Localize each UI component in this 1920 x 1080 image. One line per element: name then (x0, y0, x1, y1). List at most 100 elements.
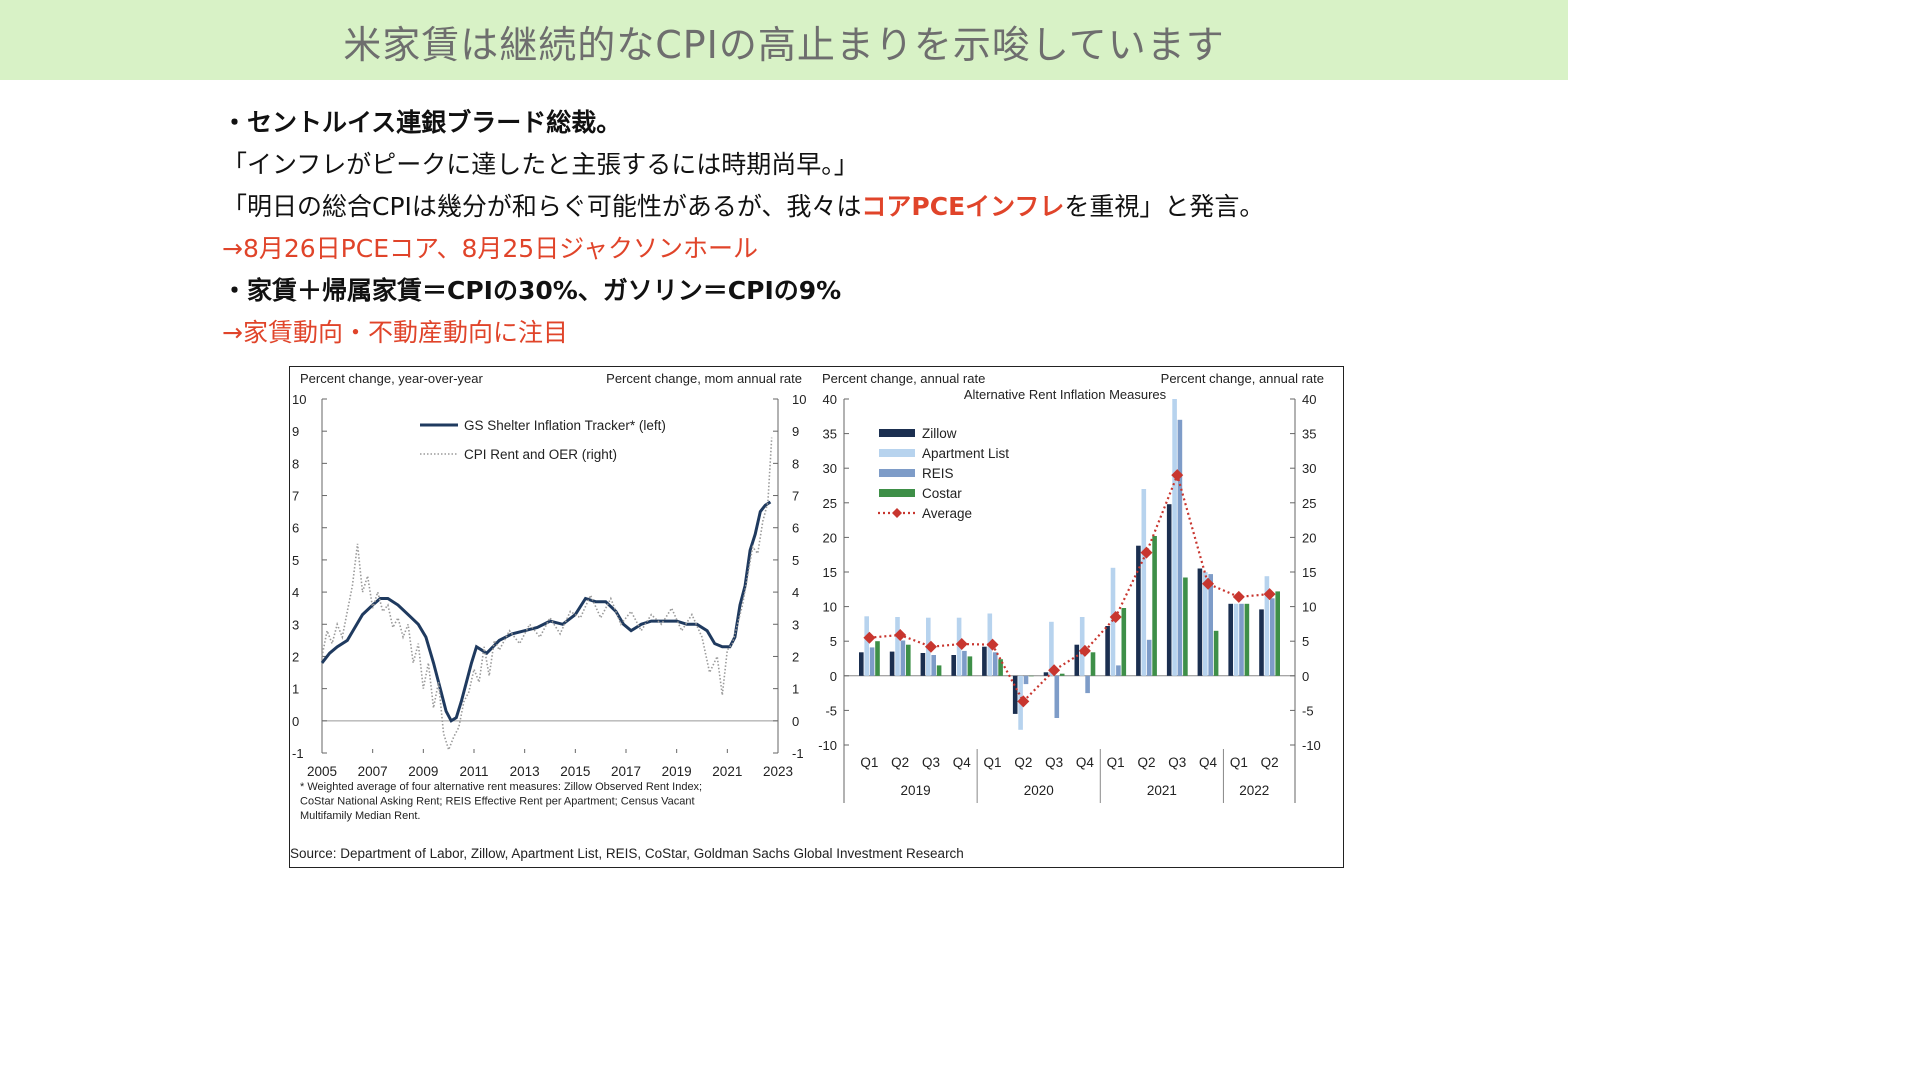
bar-zillow (1012, 675, 1018, 714)
quarter-label: Q1 (860, 755, 878, 770)
bar-costar (998, 659, 1003, 676)
year-label: 2021 (1147, 783, 1177, 798)
quote-core-pce: 「明日の総合CPIは幾分が和らぐ可能性があるが、我々はコアPCEインフレを重視」… (222, 186, 1264, 228)
schedule-note: →8月26日PCEコア、8月25日ジャクソンホール (222, 234, 758, 263)
x-tick-label: 2015 (560, 764, 590, 779)
bar-costar (1183, 577, 1188, 676)
legend-swatch (879, 469, 915, 477)
bar-zillow (1105, 626, 1110, 676)
legend-label: CPI Rent and OER (right) (464, 447, 617, 462)
x-tick-label: 2013 (510, 764, 540, 779)
legend-label: Average (922, 506, 972, 521)
chart-svg: Percent change, year-over-year Percent ch… (290, 371, 1324, 861)
right-y-tick-label: 40 (1302, 392, 1316, 407)
bar-reis (1023, 675, 1029, 685)
left-y-tick-label: 5 (830, 634, 837, 649)
bar-reis (1054, 675, 1060, 718)
average-marker (1140, 546, 1153, 559)
bar-apartment-list (1233, 603, 1239, 676)
bar-zillow (920, 653, 926, 676)
bar-costar (1059, 673, 1065, 676)
bar-reis (931, 655, 936, 676)
right-y-tick-label: 2 (792, 649, 799, 664)
quote-core-pce-pre: 「明日の総合CPIは幾分が和らぐ可能性があるが、我々は (222, 192, 862, 221)
footnote-line: * Weighted average of four alternative r… (300, 781, 702, 793)
quarter-label: Q2 (1137, 755, 1155, 770)
right-y-tick-label: 15 (1302, 565, 1316, 580)
quarter-label: Q3 (1045, 755, 1063, 770)
page-title: 米家賃は継続的なCPIの高止まりを示唆しています (343, 23, 1225, 67)
core-pce-highlight: コアPCEインフレ (861, 192, 1065, 221)
quarter-label: Q4 (953, 755, 972, 770)
legend-label: REIS (922, 466, 954, 481)
bullet-cpi-weights: ・家賃＋帰属家賃＝CPIの30%、ガソリン＝CPIの9% (222, 276, 842, 305)
bar-apartment-list (895, 617, 900, 676)
left-y-tick-label: 2 (292, 649, 299, 664)
right-y-tick-label: 5 (1302, 634, 1309, 649)
left-y-tick-label: 3 (292, 617, 299, 632)
bullet-bullard: ・セントルイス連銀ブラード総裁。 (222, 108, 622, 137)
source-note: Source: Department of Labor, Zillow, Apa… (290, 846, 964, 861)
bar-apartment-list (1079, 617, 1085, 676)
shelter-tracker-line (320, 500, 772, 723)
chart-figure: Percent change, year-over-year Percent ch… (289, 366, 1344, 868)
right-y-tick-label: 10 (792, 392, 806, 407)
left-y-tick-label: 20 (823, 530, 837, 545)
right-y-tick-label: -1 (792, 746, 804, 761)
average-marker (1109, 610, 1122, 623)
left-y-tick-label: 40 (823, 392, 837, 407)
bar-zillow (951, 655, 956, 676)
bar-reis (1085, 675, 1090, 694)
bar-zillow (889, 651, 895, 676)
legend-label: Costar (922, 486, 962, 501)
bar-reis (1270, 598, 1275, 676)
bar-zillow (1136, 545, 1141, 676)
bar-reis (869, 647, 875, 676)
average-marker (1263, 588, 1276, 601)
right-y-tick-label: 3 (792, 617, 799, 632)
footnote-line: Multifamily Median Rent. (300, 810, 420, 822)
left-y-tick-label: 0 (292, 714, 299, 729)
left-y-tick-label: 4 (292, 585, 299, 600)
legend-label: Apartment List (922, 446, 1009, 461)
legend-marker (892, 508, 902, 518)
legend-label: Zillow (922, 426, 957, 441)
quarter-label: Q1 (1107, 755, 1125, 770)
right-y-tick-label: 0 (792, 714, 799, 729)
average-marker (924, 640, 937, 653)
bar-apartment-list (864, 616, 869, 676)
average-marker (863, 631, 876, 644)
x-tick-label: 2023 (763, 764, 793, 779)
right-y-tick-label: 9 (792, 424, 799, 439)
bar-zillow (1228, 603, 1233, 676)
x-tick-label: 2009 (408, 764, 438, 779)
bar-reis (962, 650, 967, 676)
average-marker (1202, 577, 1215, 590)
quarter-label: Q4 (1076, 755, 1095, 770)
legend-swatch (879, 449, 915, 457)
left-y-tick-label: 5 (292, 553, 299, 568)
left-axis-title: Percent change, annual rate (822, 371, 985, 386)
right-y-tick-label: 10 (1302, 600, 1316, 615)
right-y-tick-label: 4 (792, 585, 799, 600)
legend-swatch (879, 429, 915, 437)
bar-reis (1239, 603, 1244, 676)
bar-apartment-list (1172, 399, 1177, 676)
right-y-tick-label: 35 (1302, 427, 1316, 442)
right-y-tick-label: 25 (1302, 496, 1316, 511)
right-y-tick-label: 20 (1302, 530, 1316, 545)
right-y-tick-label: 1 (792, 682, 799, 697)
left-y-tick-label: 25 (823, 496, 837, 511)
left-y-tick-label: 7 (292, 489, 299, 504)
bar-zillow (1259, 609, 1264, 676)
bar-costar (875, 641, 880, 676)
bar-costar (1275, 591, 1280, 676)
cpi-rent-oer-line (321, 437, 773, 753)
bar-zillow (1043, 672, 1049, 676)
average-marker (955, 637, 968, 650)
bar-costar (906, 644, 911, 676)
bar-costar (1152, 536, 1157, 676)
bar-reis (1177, 419, 1183, 676)
left-y-tick-label: 10 (823, 600, 837, 615)
focus-note: →家賃動向・不動産動向に注目 (222, 318, 568, 347)
